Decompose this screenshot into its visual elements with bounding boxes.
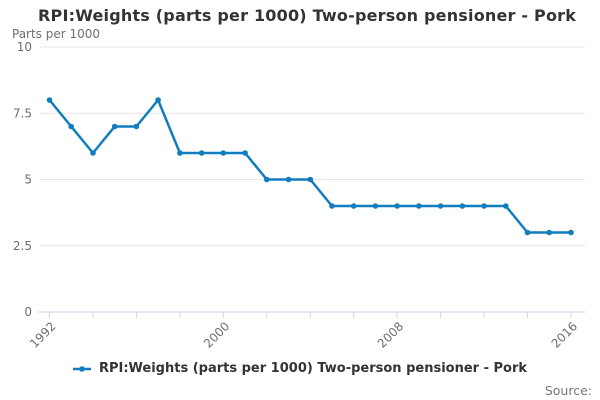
series-point[interactable]	[307, 176, 314, 183]
x-tick-label: 2008	[375, 319, 406, 350]
series-point[interactable]	[111, 123, 118, 130]
series-point[interactable]	[481, 203, 487, 209]
y-tick-label: 2.5	[13, 239, 32, 253]
series-point[interactable]	[546, 229, 553, 236]
y-tick-label: 10	[17, 40, 32, 54]
series-point[interactable]	[329, 203, 335, 209]
series-point[interactable]	[459, 203, 466, 209]
series-point[interactable]	[568, 229, 574, 236]
legend-dot	[79, 365, 85, 372]
series-point[interactable]	[503, 203, 509, 209]
series-point[interactable]	[198, 150, 205, 156]
legend-line-marker-icon	[72, 365, 91, 372]
series-point[interactable]	[155, 97, 161, 103]
source-label: Source:	[544, 383, 592, 398]
series-point[interactable]	[285, 176, 292, 183]
series-point[interactable]	[350, 203, 357, 209]
series-point[interactable]	[416, 203, 422, 209]
series-point[interactable]	[220, 150, 227, 156]
legend-label: RPI:Weights (parts per 1000) Two-person …	[98, 361, 528, 376]
series-point[interactable]	[46, 97, 53, 103]
chart-title: RPI:Weights (parts per 1000) Two-person …	[38, 6, 577, 25]
series-point[interactable]	[524, 229, 531, 236]
series-point[interactable]	[68, 123, 74, 130]
legend-item[interactable]: RPI:Weights (parts per 1000) Two-person …	[0, 361, 600, 376]
series-point[interactable]	[264, 176, 270, 183]
series-point[interactable]	[177, 150, 183, 156]
series-point[interactable]	[242, 150, 248, 156]
y-tick-label: 7.5	[13, 106, 32, 120]
x-tick-label: 1992	[27, 319, 58, 350]
y-tick-label: 0	[24, 305, 32, 319]
x-tick-label: 2016	[549, 319, 580, 350]
plot-area: 0 2.5 5 7.5 10 1992 2000 2008 2016	[13, 40, 585, 351]
series-point[interactable]	[133, 123, 140, 130]
series-line[interactable]	[48, 98, 573, 234]
y-axis-title: Parts per 1000	[12, 27, 101, 41]
series-point[interactable]	[437, 203, 444, 209]
series-point[interactable]	[394, 203, 401, 209]
series-point[interactable]	[90, 150, 96, 156]
x-tick-label: 2000	[201, 319, 232, 350]
series-point[interactable]	[372, 203, 379, 209]
y-tick-label: 5	[24, 173, 32, 187]
